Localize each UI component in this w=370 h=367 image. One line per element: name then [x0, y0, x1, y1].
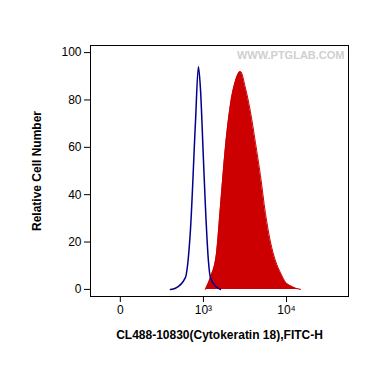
- svg-text:20: 20: [68, 235, 82, 249]
- svg-text:10³: 10³: [195, 303, 212, 317]
- svg-text:100: 100: [61, 45, 81, 59]
- svg-text:80: 80: [68, 93, 82, 107]
- svg-text:10⁴: 10⁴: [277, 303, 296, 317]
- svg-text:0: 0: [75, 282, 82, 296]
- svg-text:WWW.PTGLAB.COM: WWW.PTGLAB.COM: [237, 49, 345, 61]
- svg-text:60: 60: [68, 140, 82, 154]
- svg-text:CL488-10830(Cytokeratin 18),FI: CL488-10830(Cytokeratin 18),FITC-H: [116, 328, 323, 342]
- svg-text:40: 40: [68, 188, 82, 202]
- svg-text:Relative Cell Number: Relative Cell Number: [30, 111, 44, 231]
- svg-text:0: 0: [117, 303, 124, 317]
